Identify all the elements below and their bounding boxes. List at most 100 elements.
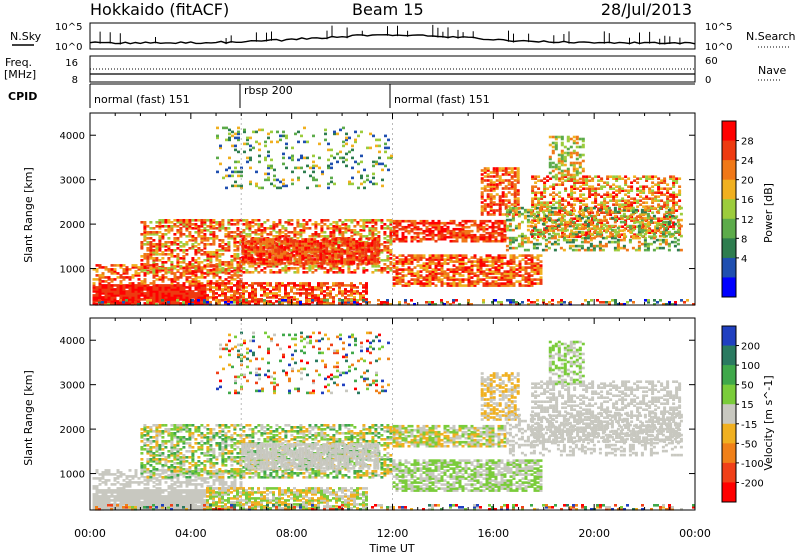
- data-cell: [179, 284, 183, 287]
- data-cell: [356, 290, 359, 293]
- data-cell: [137, 268, 141, 271]
- data-cell: [332, 265, 336, 268]
- data-cell: [534, 207, 538, 210]
- data-cell: [609, 209, 613, 212]
- data-cell: [425, 284, 429, 287]
- data-cell: [203, 290, 207, 293]
- data-cell: [194, 286, 198, 289]
- data-cell: [512, 266, 516, 269]
- data-cell: [540, 193, 544, 196]
- data-cell: [329, 290, 332, 293]
- data-cell: [266, 300, 269, 303]
- data-cell: [227, 300, 230, 303]
- data-cell: [155, 251, 159, 254]
- data-cell: [176, 269, 180, 272]
- data-cell: [564, 175, 568, 178]
- data-cell: [512, 262, 516, 265]
- data-cell: [461, 284, 465, 287]
- data-cell: [570, 195, 574, 198]
- data-cell: [228, 132, 231, 136]
- data-cell: [603, 217, 607, 220]
- data-cell: [170, 263, 174, 266]
- data-cell: [501, 195, 505, 198]
- data-cell: [437, 256, 441, 259]
- data-cell: [503, 256, 507, 259]
- data-cell: [467, 225, 471, 229]
- data-cell: [128, 296, 132, 299]
- data-cell: [485, 227, 489, 231]
- data-cell: [645, 231, 649, 234]
- data-cell: [483, 203, 487, 206]
- data-cell: [581, 159, 585, 163]
- data-cell: [549, 229, 553, 232]
- data-cell: [341, 284, 344, 287]
- data-cell: [227, 272, 231, 275]
- data-cell: [230, 270, 234, 273]
- data-cell: [512, 270, 516, 273]
- data-cell: [365, 225, 369, 228]
- data-cell: [161, 296, 165, 299]
- data-cell: [251, 286, 254, 289]
- data-cell: [373, 256, 377, 259]
- data-cell: [287, 298, 290, 301]
- data-cell: [182, 298, 186, 301]
- data-cell: [188, 261, 192, 264]
- data-cell: [319, 252, 323, 255]
- data-cell: [651, 231, 655, 234]
- data-cell: [566, 139, 570, 143]
- data-cell: [485, 268, 489, 271]
- data-cell: [489, 199, 493, 202]
- data-cell: [407, 258, 411, 261]
- data-cell: [161, 278, 165, 281]
- data-cell: [239, 294, 242, 297]
- data-cell: [660, 219, 664, 222]
- data-cell: [461, 219, 465, 223]
- data-cell: [672, 203, 676, 206]
- data-cell: [407, 223, 411, 227]
- data-cell: [642, 189, 646, 192]
- data-cell: [618, 233, 622, 236]
- data-cell: [633, 219, 637, 222]
- data-cell: [464, 270, 468, 273]
- data-cell: [437, 235, 441, 239]
- data-cell: [167, 292, 171, 295]
- data-cell: [313, 258, 317, 261]
- data-cell: [275, 265, 279, 268]
- data-cell: [507, 205, 511, 208]
- data-cell: [485, 284, 489, 287]
- data-cell: [534, 177, 538, 180]
- data-cell: [191, 235, 195, 238]
- data-cell: [307, 248, 311, 251]
- data-cell: [293, 302, 296, 305]
- data-cell: [107, 294, 111, 297]
- data-cell: [416, 280, 420, 283]
- data-cell: [203, 229, 207, 232]
- data-cell: [343, 262, 347, 265]
- data-cell: [452, 235, 456, 239]
- data-cell: [618, 207, 622, 210]
- data-cell: [431, 235, 435, 239]
- data-cell: [500, 231, 504, 235]
- data-cell: [161, 299, 164, 302]
- data-cell: [370, 262, 374, 265]
- data-cell: [683, 301, 686, 304]
- data-cell: [548, 135, 552, 139]
- data-cell: [389, 219, 393, 222]
- data-cell: [197, 270, 201, 273]
- data-cell: [476, 282, 480, 285]
- data-cell: [206, 296, 209, 299]
- data-cell: [642, 191, 646, 194]
- data-cell: [543, 221, 547, 224]
- data-cell: [143, 255, 147, 258]
- data-cell: [632, 301, 635, 304]
- data-cell: [116, 294, 120, 297]
- data-cell: [513, 189, 517, 192]
- data-cell: [597, 221, 601, 224]
- data-cell: [480, 193, 484, 196]
- data-cell: [389, 269, 393, 272]
- data-cell: [600, 195, 604, 198]
- data-cell: [194, 237, 198, 240]
- data-cell: [645, 195, 649, 198]
- data-cell: [347, 225, 351, 228]
- data-cell: [236, 221, 240, 224]
